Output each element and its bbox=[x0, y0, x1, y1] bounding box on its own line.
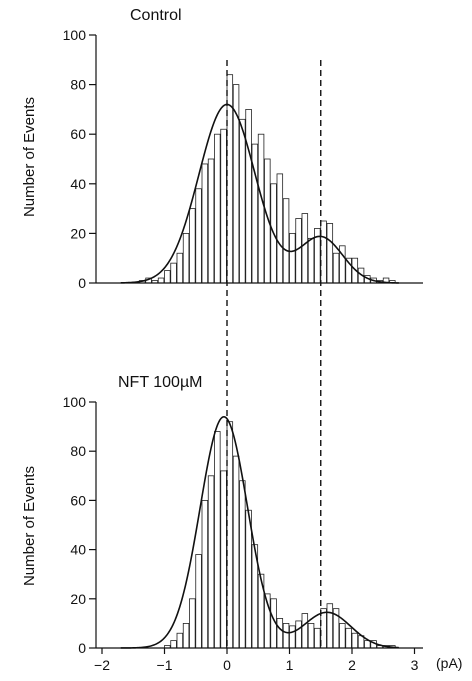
histogram-bar bbox=[276, 173, 284, 284]
histogram-bar bbox=[301, 613, 309, 649]
histogram-bar bbox=[245, 109, 252, 284]
y-tick-label: 0 bbox=[78, 640, 86, 656]
histogram-bar bbox=[245, 509, 252, 649]
y-tick-label: 40 bbox=[70, 542, 86, 558]
y-tick-label: 60 bbox=[70, 126, 86, 142]
histogram-bar bbox=[239, 480, 246, 649]
y-tick-label: 0 bbox=[78, 275, 86, 291]
x-tick-label: −1 bbox=[157, 657, 173, 673]
histogram-bar bbox=[339, 623, 346, 649]
nft-fit-curve bbox=[120, 415, 399, 649]
control-panel-title: Control bbox=[130, 7, 182, 24]
y-tick-label: 40 bbox=[70, 176, 86, 192]
histogram-bar bbox=[314, 627, 321, 649]
histogram-bar bbox=[214, 431, 221, 649]
histogram-bar bbox=[320, 608, 327, 649]
y-tick-label: 20 bbox=[70, 225, 86, 241]
histogram-bar bbox=[182, 232, 190, 284]
histogram-bar bbox=[332, 252, 340, 284]
nft-y-axis-label: Number of Events bbox=[21, 466, 38, 586]
histogram-bar bbox=[176, 632, 184, 649]
histogram-bar bbox=[189, 598, 196, 649]
histogram-bar bbox=[307, 237, 315, 284]
histogram-bar bbox=[326, 223, 334, 284]
histogram-bar bbox=[207, 158, 215, 284]
control-fit-curve bbox=[120, 103, 399, 284]
histogram-bar bbox=[176, 252, 184, 284]
histogram-bar bbox=[295, 218, 302, 284]
nft-y-axis: 0 20 40 60 80 100 bbox=[63, 394, 97, 656]
peak-guide-lines bbox=[226, 60, 322, 648]
histogram-bar bbox=[170, 640, 177, 649]
nft-histogram-panel: NFT 100µM Number of Events 020406080100 … bbox=[21, 374, 462, 673]
x-tick-label: 1 bbox=[286, 657, 294, 673]
histogram-bar bbox=[195, 554, 202, 649]
nft-x-axis-ticks: −2 −1 0 1 2 3 bbox=[94, 648, 419, 673]
y-tick-label: 80 bbox=[70, 443, 86, 459]
histogram-bar bbox=[295, 620, 302, 649]
histogram-bar bbox=[307, 623, 315, 649]
histogram-bar bbox=[201, 163, 209, 284]
histogram-bar bbox=[226, 421, 234, 649]
nft-bars bbox=[164, 421, 396, 649]
histogram-bar bbox=[207, 475, 215, 649]
histogram-bar bbox=[351, 632, 359, 649]
x-tick-label: 3 bbox=[411, 657, 419, 673]
histogram-bar bbox=[214, 133, 221, 284]
histogram-bar bbox=[282, 623, 290, 649]
histogram-bar bbox=[289, 232, 296, 284]
histogram-bar bbox=[326, 603, 334, 649]
nft-x-axis-label: (pA) bbox=[436, 655, 462, 671]
control-bars bbox=[139, 74, 396, 284]
histogram-bar bbox=[201, 499, 209, 649]
control-y-axis: 0 20 40 60 80 100 bbox=[63, 27, 97, 291]
histogram-bar bbox=[239, 118, 246, 284]
histogram-bar bbox=[189, 208, 196, 284]
histogram-bar bbox=[345, 627, 352, 649]
histogram-bar bbox=[282, 198, 290, 284]
histogram-bar bbox=[232, 455, 240, 649]
histogram-bar bbox=[157, 277, 165, 284]
histogram-bar bbox=[301, 213, 309, 284]
y-tick-label: 20 bbox=[70, 591, 86, 607]
histogram-bar bbox=[220, 128, 227, 284]
histogram-bar bbox=[276, 618, 284, 649]
nft-panel-title: NFT 100µM bbox=[118, 374, 203, 391]
control-histogram-panel: Control Number of Events 0 20 40 60 80 100 bbox=[21, 7, 423, 291]
histogram-bar bbox=[170, 262, 177, 284]
y-tick-label: 100 bbox=[63, 27, 87, 43]
histogram-bar bbox=[195, 188, 202, 284]
x-tick-label: 2 bbox=[348, 657, 356, 673]
x-tick-label: 0 bbox=[223, 657, 231, 673]
histogram-bar bbox=[320, 220, 327, 284]
y-tick-label: 100 bbox=[63, 394, 87, 410]
histogram-bar bbox=[289, 625, 296, 649]
control-y-axis-label: Number of Events bbox=[21, 97, 38, 217]
histogram-bar bbox=[364, 640, 371, 649]
histogram-bar bbox=[164, 270, 171, 284]
histogram-bar bbox=[220, 470, 227, 649]
x-tick-label: −2 bbox=[94, 657, 110, 673]
histogram-bar bbox=[257, 133, 265, 284]
y-tick-label: 60 bbox=[70, 492, 86, 508]
histogram-bar bbox=[182, 623, 190, 649]
y-tick-label: 80 bbox=[70, 77, 86, 93]
